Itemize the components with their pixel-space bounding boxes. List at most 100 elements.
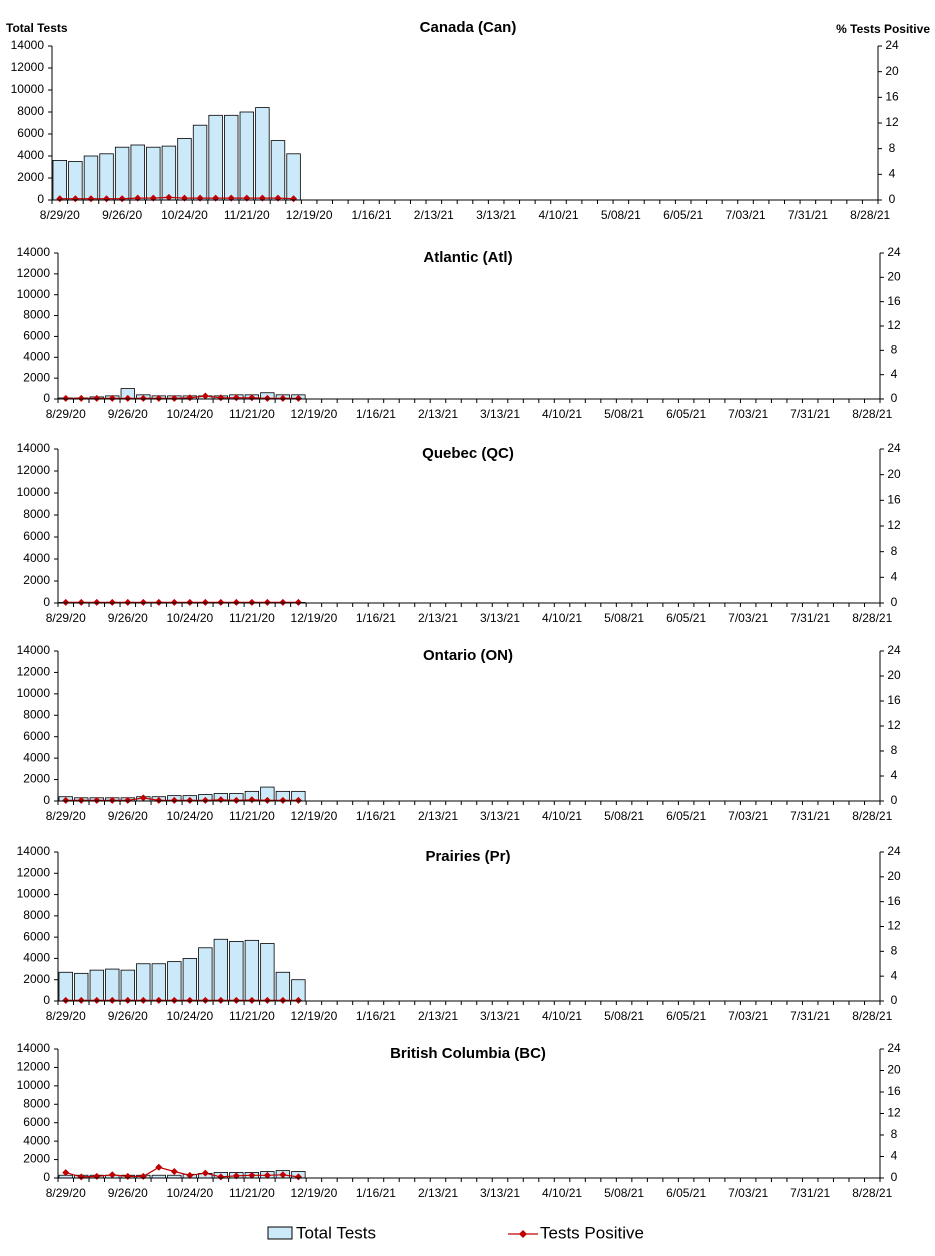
y2-tick-label: 0 bbox=[891, 595, 898, 609]
line-marker bbox=[279, 796, 287, 804]
y-tick-label: 8000 bbox=[23, 1096, 50, 1110]
bar bbox=[161, 145, 177, 201]
y2-tick-label: 12 bbox=[887, 318, 901, 332]
x-tick-label: 7/31/21 bbox=[788, 208, 828, 222]
y2-tick-label: 4 bbox=[891, 768, 898, 782]
bar bbox=[136, 963, 151, 1002]
line-marker bbox=[217, 1173, 225, 1181]
x-tick-label: 7/31/21 bbox=[790, 407, 830, 421]
line-marker bbox=[294, 394, 302, 402]
bar bbox=[58, 971, 73, 1002]
y2-tick-label: 12 bbox=[887, 1106, 901, 1120]
line-marker bbox=[170, 996, 178, 1004]
line-marker bbox=[77, 796, 85, 804]
line-marker bbox=[139, 996, 147, 1004]
x-tick-label: 2/13/21 bbox=[414, 208, 454, 222]
x-tick-label: 1/16/21 bbox=[356, 1009, 396, 1023]
y2-tick-label: 24 bbox=[887, 441, 901, 455]
y-tick-label: 8000 bbox=[23, 908, 50, 922]
line-marker bbox=[93, 796, 101, 804]
line-marker bbox=[263, 796, 271, 804]
x-tick-label: 2/13/21 bbox=[418, 1009, 458, 1023]
chart-title: British Columbia (BC) bbox=[390, 1045, 546, 1062]
y2-tick-label: 24 bbox=[887, 1041, 901, 1055]
x-tick-label: 2/13/21 bbox=[418, 1186, 458, 1200]
y-tick-label: 6000 bbox=[23, 929, 50, 943]
bar bbox=[68, 161, 83, 201]
line-marker bbox=[93, 1172, 101, 1180]
x-tick-label: 5/08/21 bbox=[604, 1009, 644, 1023]
y-tick-label: 6000 bbox=[23, 329, 50, 343]
x-tick-label: 11/21/20 bbox=[229, 407, 275, 421]
y2-tick-label: 16 bbox=[885, 90, 899, 104]
line-marker bbox=[155, 598, 163, 606]
x-tick-label: 8/28/21 bbox=[852, 1186, 892, 1200]
bar bbox=[146, 146, 161, 201]
x-tick-label: 11/21/20 bbox=[229, 809, 275, 823]
y-tick-label: 12000 bbox=[11, 60, 45, 74]
x-tick-label: 4/10/21 bbox=[538, 208, 578, 222]
line-marker bbox=[201, 1169, 209, 1177]
x-tick-label: 1/16/21 bbox=[356, 809, 396, 823]
y-tick-label: 8000 bbox=[17, 104, 44, 118]
line-marker bbox=[186, 598, 194, 606]
line-marker bbox=[294, 996, 302, 1004]
y2-tick-label: 12 bbox=[887, 718, 901, 732]
line-marker bbox=[248, 996, 256, 1004]
x-tick-label: 4/10/21 bbox=[542, 1186, 582, 1200]
x-tick-label: 8/29/20 bbox=[46, 407, 86, 421]
x-tick-label: 1/16/21 bbox=[351, 208, 391, 222]
y2-tick-label: 24 bbox=[887, 643, 901, 657]
x-tick-label: 7/31/21 bbox=[790, 1186, 830, 1200]
line-marker bbox=[108, 996, 116, 1004]
line-marker bbox=[155, 394, 163, 402]
y2-tick-label: 0 bbox=[891, 993, 898, 1007]
y2-tick-label: 20 bbox=[887, 270, 901, 284]
line-marker bbox=[232, 394, 240, 402]
y2-tick-label: 8 bbox=[891, 343, 898, 357]
line-marker bbox=[217, 598, 225, 606]
y2-tick-label: 8 bbox=[889, 141, 896, 155]
line-marker bbox=[108, 394, 116, 402]
y2-tick-label: 20 bbox=[887, 467, 901, 481]
bar bbox=[224, 114, 239, 201]
line-marker bbox=[294, 796, 302, 804]
x-tick-label: 11/21/20 bbox=[229, 611, 275, 625]
line-marker bbox=[93, 394, 101, 402]
bar bbox=[99, 153, 114, 201]
x-tick-label: 8/29/20 bbox=[40, 208, 80, 222]
bar bbox=[239, 111, 255, 201]
bar bbox=[275, 971, 291, 1002]
y-tick-label: 6000 bbox=[23, 529, 50, 543]
y-tick-label: 4000 bbox=[23, 750, 50, 764]
y-tick-label: 2000 bbox=[17, 170, 44, 184]
y-tick-label: 2000 bbox=[23, 972, 50, 986]
x-tick-label: 3/13/21 bbox=[480, 1009, 520, 1023]
y2-tick-label: 24 bbox=[885, 38, 899, 52]
y-tick-label: 12000 bbox=[17, 865, 51, 879]
x-tick-label: 5/08/21 bbox=[604, 407, 644, 421]
x-tick-label: 8/28/21 bbox=[852, 407, 892, 421]
x-tick-label: 12/19/20 bbox=[291, 1186, 338, 1200]
x-tick-label: 1/16/21 bbox=[356, 611, 396, 625]
y-tick-label: 12000 bbox=[17, 266, 51, 280]
line-marker bbox=[108, 796, 116, 804]
y-tick-label: 0 bbox=[43, 595, 50, 609]
y-tick-label: 10000 bbox=[11, 82, 45, 96]
line-marker bbox=[263, 598, 271, 606]
bar bbox=[83, 155, 99, 201]
x-tick-label: 3/13/21 bbox=[480, 1186, 520, 1200]
y-tick-label: 2000 bbox=[23, 573, 50, 587]
x-tick-label: 11/21/20 bbox=[224, 208, 270, 222]
x-tick-label: 10/24/20 bbox=[166, 1009, 213, 1023]
line-marker bbox=[139, 1172, 147, 1180]
bar bbox=[151, 963, 166, 1002]
x-tick-label: 7/03/21 bbox=[728, 407, 768, 421]
x-tick-label: 7/03/21 bbox=[726, 208, 766, 222]
x-tick-label: 9/26/20 bbox=[108, 407, 148, 421]
bar bbox=[182, 958, 197, 1002]
line-marker bbox=[217, 394, 225, 402]
line-marker bbox=[186, 394, 194, 402]
line-marker bbox=[139, 394, 147, 402]
line-marker bbox=[248, 394, 256, 402]
